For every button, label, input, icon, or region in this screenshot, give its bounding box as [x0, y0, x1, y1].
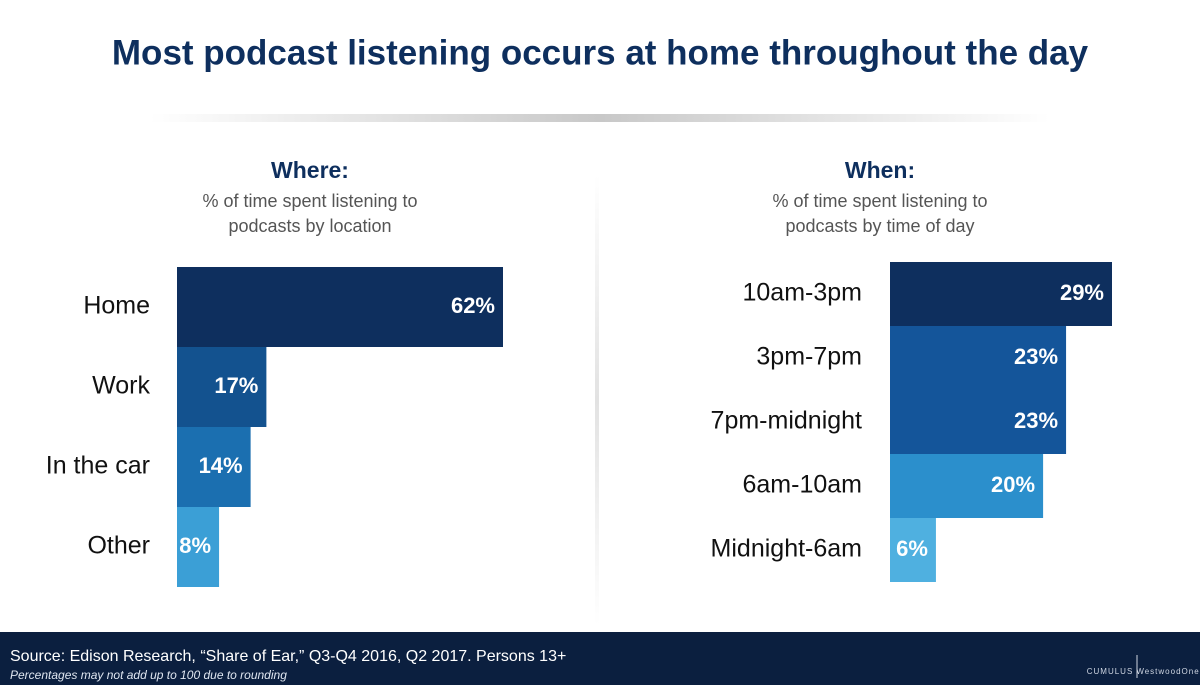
category-label: Other	[87, 532, 150, 560]
bar	[177, 267, 503, 347]
title-divider	[150, 114, 1050, 122]
category-label: Midnight-6am	[711, 535, 862, 563]
chart-subtitle: % of time spent listening to	[772, 191, 987, 211]
category-label: Home	[83, 292, 150, 320]
value-label: 8%	[179, 533, 211, 558]
value-label: 23%	[1014, 344, 1058, 369]
value-label: 23%	[1014, 408, 1058, 433]
category-label: 6am-10am	[743, 471, 863, 499]
value-label: 29%	[1060, 280, 1104, 305]
bar	[890, 326, 1067, 390]
chart-subtitle: % of time spent listening to	[202, 191, 417, 211]
chart-title: Where:	[271, 157, 349, 183]
footer-band	[0, 632, 1200, 685]
chart-title: When:	[845, 157, 915, 183]
bar	[177, 427, 251, 507]
bar	[177, 507, 220, 587]
category-label: Work	[92, 372, 150, 400]
logo: CUMULUS	[1087, 667, 1134, 676]
value-label: 62%	[451, 293, 495, 318]
source: Source: Edison Research, “Share of Ear,”…	[10, 648, 566, 665]
bar	[890, 518, 936, 582]
bar	[890, 454, 1044, 518]
bar	[177, 347, 267, 427]
value-label: 20%	[991, 472, 1035, 497]
value-label: 14%	[199, 453, 243, 478]
note: Percentages may not add up to 100 due to…	[10, 668, 287, 682]
category-label: 3pm-7pm	[756, 343, 862, 371]
category-label: In the car	[46, 452, 150, 480]
chart-subtitle: podcasts by time of day	[785, 216, 974, 236]
chart-subtitle: podcasts by location	[228, 216, 391, 236]
bar	[890, 390, 1067, 454]
value-label: 6%	[896, 536, 928, 561]
value-label: 17%	[214, 373, 258, 398]
category-label: 10am-3pm	[743, 279, 863, 307]
bar	[890, 262, 1112, 326]
category-label: 7pm-midnight	[711, 407, 863, 435]
slide-title: Most podcast listening occurs at home th…	[112, 33, 1089, 72]
logo: WestwoodOne	[1136, 667, 1199, 676]
panel-divider	[595, 175, 599, 625]
